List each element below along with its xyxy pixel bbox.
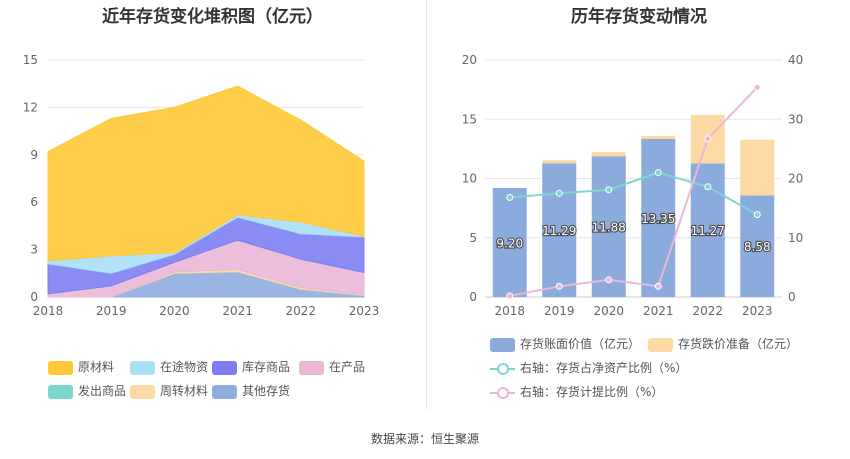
right-y-right-tick-label: 30 bbox=[788, 112, 803, 126]
bar-bar_book bbox=[542, 163, 577, 297]
legend-label: 右轴：存货占净资产比例（%） bbox=[520, 361, 688, 375]
left-y-tick-label: 3 bbox=[30, 243, 38, 257]
point-line_ratio bbox=[605, 186, 613, 194]
legend-swatch bbox=[130, 384, 155, 399]
left-x-tick-label: 2023 bbox=[349, 304, 380, 318]
bar-bar_book bbox=[492, 187, 527, 297]
legend-item-shipped[interactable]: 发出商品 bbox=[48, 383, 126, 399]
legend-item-line_provision[interactable]: 右轴：存货计提比例（%） bbox=[490, 384, 663, 400]
legend-item-in_transit[interactable]: 在途物资 bbox=[130, 359, 208, 375]
panel-divider bbox=[426, 0, 427, 410]
line-line_ratio bbox=[509, 171, 758, 216]
bar-value-label: 13.35 bbox=[641, 212, 675, 226]
legend-label: 其他存货 bbox=[242, 384, 291, 398]
right-x-tick-label: 2020 bbox=[593, 304, 624, 318]
legend-item-bar_reserve[interactable]: 存货跌价准备（亿元） bbox=[648, 336, 798, 352]
point-line_ratio bbox=[506, 193, 514, 201]
legend-swatch bbox=[212, 360, 237, 375]
legend-swatch bbox=[130, 360, 155, 375]
right-y-left-tick-label: 15 bbox=[462, 112, 477, 126]
legend-label: 库存商品 bbox=[242, 360, 291, 374]
bar-value-label: 11.27 bbox=[691, 224, 725, 238]
left-y-tick-label: 12 bbox=[23, 100, 38, 114]
bar-bar_reserve bbox=[641, 135, 676, 139]
bar-value-label: 9.20 bbox=[496, 236, 523, 250]
right-y-right-tick-label: 40 bbox=[788, 53, 803, 67]
right-y-left-tick-label: 5 bbox=[469, 231, 477, 245]
legend-item-raw_material[interactable]: 原材料 bbox=[48, 359, 114, 375]
left-y-tick-label: 9 bbox=[30, 148, 38, 162]
bar-value-label: 8.58 bbox=[744, 240, 771, 254]
point-line_provision bbox=[605, 276, 613, 284]
point-line_ratio bbox=[704, 183, 712, 191]
right-x-tick-label: 2018 bbox=[494, 304, 525, 318]
legend-label: 周转材料 bbox=[160, 384, 209, 398]
point-line_ratio bbox=[753, 211, 761, 219]
point-line_provision bbox=[555, 282, 563, 290]
right-y-left-tick-label: 10 bbox=[462, 172, 477, 186]
legend-item-line_ratio[interactable]: 右轴：存货占净资产比例（%） bbox=[490, 360, 687, 376]
right-y-left-tick-label: 20 bbox=[462, 53, 477, 67]
right-y-right-tick-label: 10 bbox=[788, 231, 803, 245]
left-x-tick-label: 2021 bbox=[222, 304, 253, 318]
right-x-tick-label: 2019 bbox=[544, 304, 575, 318]
area-series-raw_material bbox=[47, 85, 365, 262]
bar-value-label: 11.88 bbox=[592, 221, 626, 235]
left-x-tick-label: 2019 bbox=[96, 304, 127, 318]
right-y-left-tick-label: 0 bbox=[469, 290, 477, 304]
legend-label: 存货账面价值（亿元） bbox=[520, 337, 641, 351]
legend-label: 存货跌价准备（亿元） bbox=[678, 337, 799, 351]
bar-bar_book bbox=[641, 138, 676, 297]
legend-swatch bbox=[490, 386, 515, 400]
line-line_provision bbox=[509, 86, 758, 297]
legend-swatch bbox=[212, 384, 237, 399]
bar-bar_reserve bbox=[740, 139, 775, 196]
left-x-tick-label: 2018 bbox=[33, 304, 64, 318]
left-y-tick-label: 0 bbox=[30, 290, 38, 304]
legend-label: 右轴：存货计提比例（%） bbox=[520, 385, 664, 399]
legend-label: 在途物资 bbox=[160, 360, 209, 374]
legend-item-other[interactable]: 其他存货 bbox=[212, 383, 290, 399]
legend-label: 在产品 bbox=[329, 360, 366, 374]
point-line_ratio bbox=[654, 169, 662, 177]
left-y-tick-label: 6 bbox=[30, 195, 38, 209]
legend-label: 原材料 bbox=[78, 360, 115, 374]
legend-swatch bbox=[48, 384, 73, 399]
legend-swatch bbox=[648, 337, 673, 352]
right-chart-title: 历年存货变动情况 bbox=[571, 7, 707, 27]
point-line_provision bbox=[654, 282, 662, 290]
right-y-right-tick-label: 0 bbox=[788, 290, 796, 304]
legend-swatch bbox=[48, 360, 73, 375]
right-y-right-tick-label: 20 bbox=[788, 172, 803, 186]
point-line_provision bbox=[753, 83, 761, 91]
point-line_ratio bbox=[555, 189, 563, 197]
legend-item-turnover[interactable]: 周转材料 bbox=[130, 383, 208, 399]
point-line_provision bbox=[704, 135, 712, 143]
right-x-tick-label: 2022 bbox=[692, 304, 723, 318]
left-x-tick-label: 2022 bbox=[286, 304, 317, 318]
bar-bar_reserve bbox=[542, 160, 577, 164]
legend-item-wip[interactable]: 在产品 bbox=[299, 359, 365, 375]
legend-swatch bbox=[490, 362, 515, 376]
legend-swatch bbox=[299, 360, 324, 375]
legend-label: 发出商品 bbox=[78, 384, 127, 398]
right-x-tick-label: 2021 bbox=[643, 304, 674, 318]
right-x-tick-label: 2023 bbox=[742, 304, 773, 318]
legend-item-stock_goods[interactable]: 库存商品 bbox=[212, 359, 290, 375]
left-y-tick-label: 15 bbox=[23, 53, 38, 67]
data-source-note: 数据来源：恒生聚源 bbox=[370, 432, 479, 446]
bar-bar_reserve bbox=[591, 152, 626, 157]
bar-value-label: 11.29 bbox=[542, 224, 576, 238]
left-x-tick-label: 2020 bbox=[159, 304, 190, 318]
legend-swatch bbox=[490, 337, 515, 352]
legend-item-bar_book[interactable]: 存货账面价值（亿元） bbox=[490, 336, 640, 352]
point-line_provision bbox=[506, 292, 514, 300]
left-chart-title: 近年存货变化堆积图（亿元） bbox=[102, 7, 323, 27]
bar-bar_book bbox=[591, 156, 626, 297]
